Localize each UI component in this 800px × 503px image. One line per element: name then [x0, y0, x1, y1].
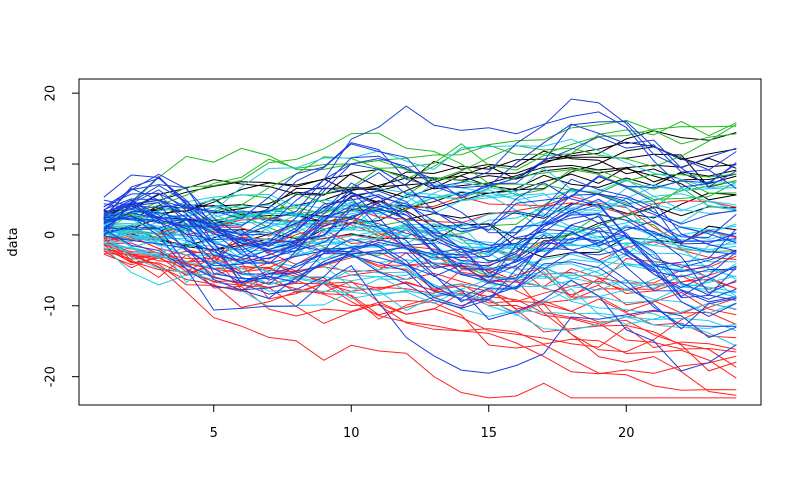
series-line: [103, 190, 737, 242]
series-line: [103, 195, 737, 263]
series-line: [103, 176, 737, 327]
y-tick-label: 10: [44, 156, 59, 173]
series-line: [103, 132, 737, 232]
x-axis: 5 10 15 20: [210, 405, 635, 441]
series-line: [103, 228, 737, 374]
series-line: [103, 163, 737, 246]
series-line: [103, 249, 737, 399]
series-line: [103, 192, 737, 260]
y-tick-label: 20: [44, 85, 59, 102]
series-line: [103, 242, 737, 350]
series-line: [103, 233, 737, 347]
series-line: [103, 199, 737, 330]
series-line: [103, 216, 737, 298]
series-line: [103, 190, 737, 279]
series-line: [103, 184, 737, 298]
series-line: [103, 167, 737, 240]
series-line: [103, 123, 737, 224]
y-tick-label: -10: [44, 295, 59, 316]
series-line: [103, 172, 737, 252]
series-line: [103, 215, 737, 317]
series-line: [103, 226, 737, 301]
series-line: [103, 243, 737, 271]
series-line: [103, 187, 737, 277]
plot-frame: [78, 78, 762, 406]
series-line: [103, 199, 737, 299]
series-line: [103, 182, 737, 244]
x-tick-label: 15: [480, 426, 497, 441]
y-axis: -20 -10 0 10 20: [44, 85, 79, 387]
series-line: [103, 125, 737, 221]
series-line: [103, 199, 737, 303]
y-axis-label: data: [6, 227, 21, 256]
series-line: [103, 252, 737, 353]
series-line: [103, 198, 737, 290]
series-layer: [103, 98, 737, 399]
y-tick-label: -20: [44, 366, 59, 387]
series-line: [103, 185, 737, 372]
x-tick-label: 10: [343, 426, 360, 441]
series-line: [103, 136, 737, 220]
series-line: [103, 187, 737, 247]
x-tick-label: 5: [210, 426, 218, 441]
series-line: [103, 105, 737, 237]
y-tick-label: 0: [44, 231, 59, 239]
series-line: [103, 120, 737, 224]
series-line: [103, 243, 737, 396]
series-line: [103, 187, 737, 262]
x-tick-label: 20: [618, 426, 635, 441]
series-line: [103, 192, 737, 299]
